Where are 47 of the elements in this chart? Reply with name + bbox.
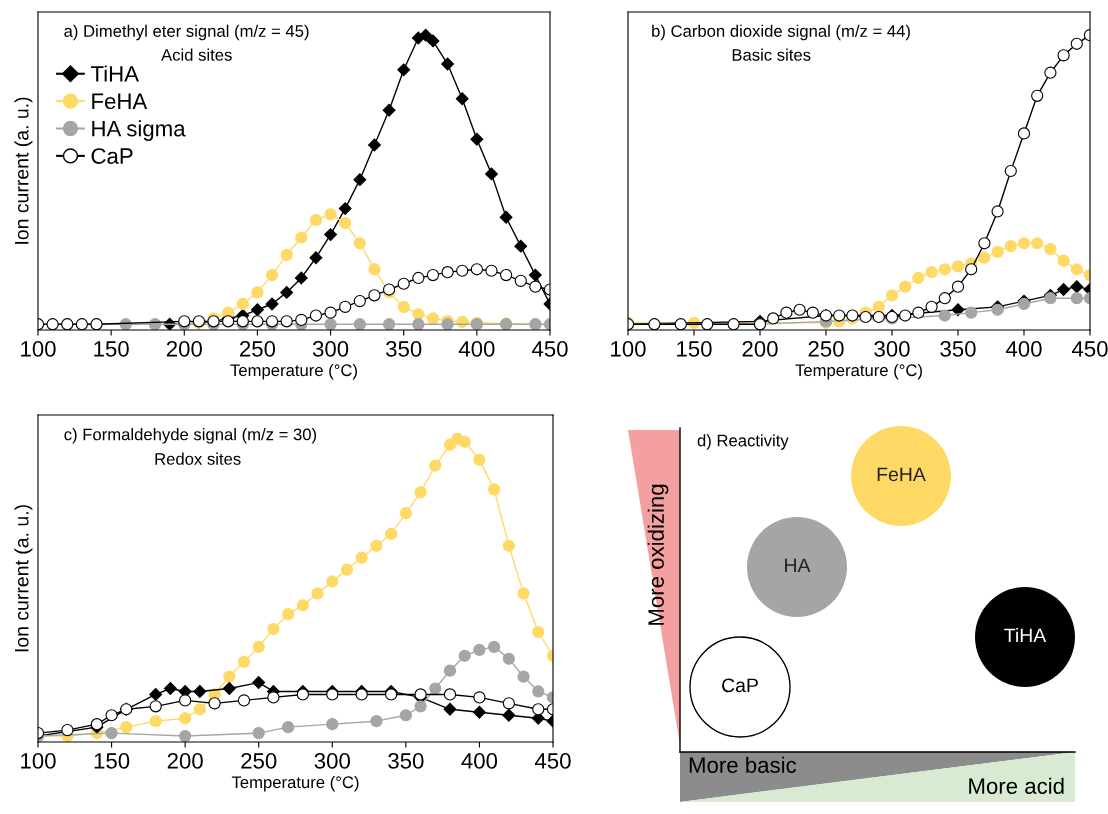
x-tick-label: 150 xyxy=(677,341,712,357)
x-tick-label: 200 xyxy=(167,753,203,769)
x-tick-label: 100 xyxy=(21,341,56,357)
x-tick-label: 300 xyxy=(314,753,350,769)
y-axis-title: Ion current (a. u.) xyxy=(14,97,33,244)
text: TiHA xyxy=(1004,627,1047,643)
x-tick-label: 150 xyxy=(94,753,130,769)
y-axis-title: Ion current (a. u.) xyxy=(14,505,33,652)
text: More acid xyxy=(969,777,1064,794)
legend-label: HA sigma xyxy=(92,120,186,141)
x-tick-label: 250 xyxy=(241,753,277,769)
text: FeHA xyxy=(877,467,926,482)
x-tick-label: 450 xyxy=(531,341,568,357)
text: More basic xyxy=(689,756,797,773)
x-axis-title: Temperature (°C) xyxy=(795,363,922,380)
text: CaP xyxy=(722,678,758,693)
x-tick-label: 300 xyxy=(312,341,349,357)
chart-title: b) Carbon dioxide signal (m/z = 44) xyxy=(652,24,910,41)
x-tick-label: 300 xyxy=(874,341,910,357)
x-tick-label: 250 xyxy=(240,341,276,357)
text: d) Reactivity xyxy=(697,434,789,450)
x-tick-label: 100 xyxy=(611,341,646,357)
x-tick-label: 150 xyxy=(94,341,129,357)
x-axis-title: Temperature (°C) xyxy=(231,775,359,792)
chart-title: a) Dimethyl eter signal (m/z = 45) xyxy=(64,24,309,41)
x-tick-label: 400 xyxy=(458,341,495,357)
legend-label: FeHA xyxy=(92,93,148,110)
x-axis-title: Temperature (°C) xyxy=(230,363,357,380)
x-tick-label: 450 xyxy=(1071,341,1108,357)
chart-title: c) Formaldehyde signal (m/z = 30) xyxy=(64,428,317,444)
x-tick-label: 350 xyxy=(388,753,424,769)
x-tick-label: 450 xyxy=(534,753,571,769)
x-tick-label: 250 xyxy=(808,341,844,357)
x-tick-label: 400 xyxy=(1005,341,1042,357)
text: Redox sites xyxy=(155,452,241,465)
legend-label: CaP xyxy=(91,148,133,164)
x-tick-label: 200 xyxy=(166,341,202,357)
text: Basic sites xyxy=(732,48,811,61)
x-tick-label: 350 xyxy=(386,341,422,357)
text: More oxidizing xyxy=(647,484,669,625)
text: HA xyxy=(785,558,811,573)
x-tick-label: 350 xyxy=(940,341,976,357)
x-tick-label: 200 xyxy=(742,341,778,357)
legend-label: TiHA xyxy=(90,65,139,82)
x-tick-label: 400 xyxy=(461,753,498,769)
text: Acid sites xyxy=(161,48,232,61)
x-tick-label: 100 xyxy=(21,753,56,769)
